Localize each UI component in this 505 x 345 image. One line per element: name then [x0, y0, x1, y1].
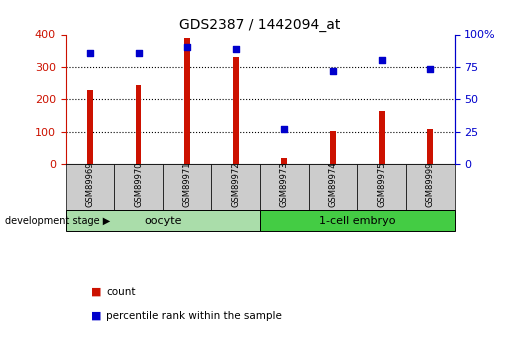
- Text: GSM89969: GSM89969: [85, 161, 94, 207]
- Bar: [309, 164, 357, 210]
- Text: GSM89971: GSM89971: [183, 161, 192, 207]
- Bar: [184, 38, 190, 164]
- Bar: [260, 210, 454, 231]
- Bar: [233, 57, 239, 164]
- Point: [280, 126, 288, 132]
- Bar: [330, 131, 336, 164]
- Title: GDS2387 / 1442094_at: GDS2387 / 1442094_at: [179, 18, 341, 32]
- Bar: [379, 111, 384, 164]
- Bar: [406, 164, 454, 210]
- Bar: [87, 90, 93, 164]
- Point: [134, 50, 142, 56]
- Text: GSM89970: GSM89970: [134, 161, 143, 207]
- Text: count: count: [106, 287, 135, 296]
- Text: GSM89999: GSM89999: [426, 161, 435, 207]
- Point: [183, 45, 191, 50]
- Bar: [136, 85, 141, 164]
- Text: GSM89974: GSM89974: [328, 161, 337, 207]
- Text: oocyte: oocyte: [144, 216, 182, 226]
- Point: [86, 50, 94, 56]
- Text: percentile rank within the sample: percentile rank within the sample: [106, 311, 282, 321]
- Bar: [212, 164, 260, 210]
- Bar: [281, 158, 287, 164]
- Bar: [66, 210, 260, 231]
- Text: 1-cell embryo: 1-cell embryo: [319, 216, 395, 226]
- Bar: [66, 164, 114, 210]
- Point: [329, 68, 337, 73]
- Text: ■: ■: [91, 311, 102, 321]
- Bar: [260, 164, 309, 210]
- Bar: [114, 164, 163, 210]
- Bar: [358, 164, 406, 210]
- Text: GSM89972: GSM89972: [231, 161, 240, 207]
- Point: [232, 46, 240, 51]
- Point: [378, 58, 386, 63]
- Bar: [163, 164, 212, 210]
- Bar: [427, 129, 433, 164]
- Text: ■: ■: [91, 287, 102, 296]
- Text: development stage ▶: development stage ▶: [5, 216, 110, 226]
- Text: GSM89975: GSM89975: [377, 161, 386, 207]
- Point: [426, 67, 434, 72]
- Text: GSM89973: GSM89973: [280, 161, 289, 207]
